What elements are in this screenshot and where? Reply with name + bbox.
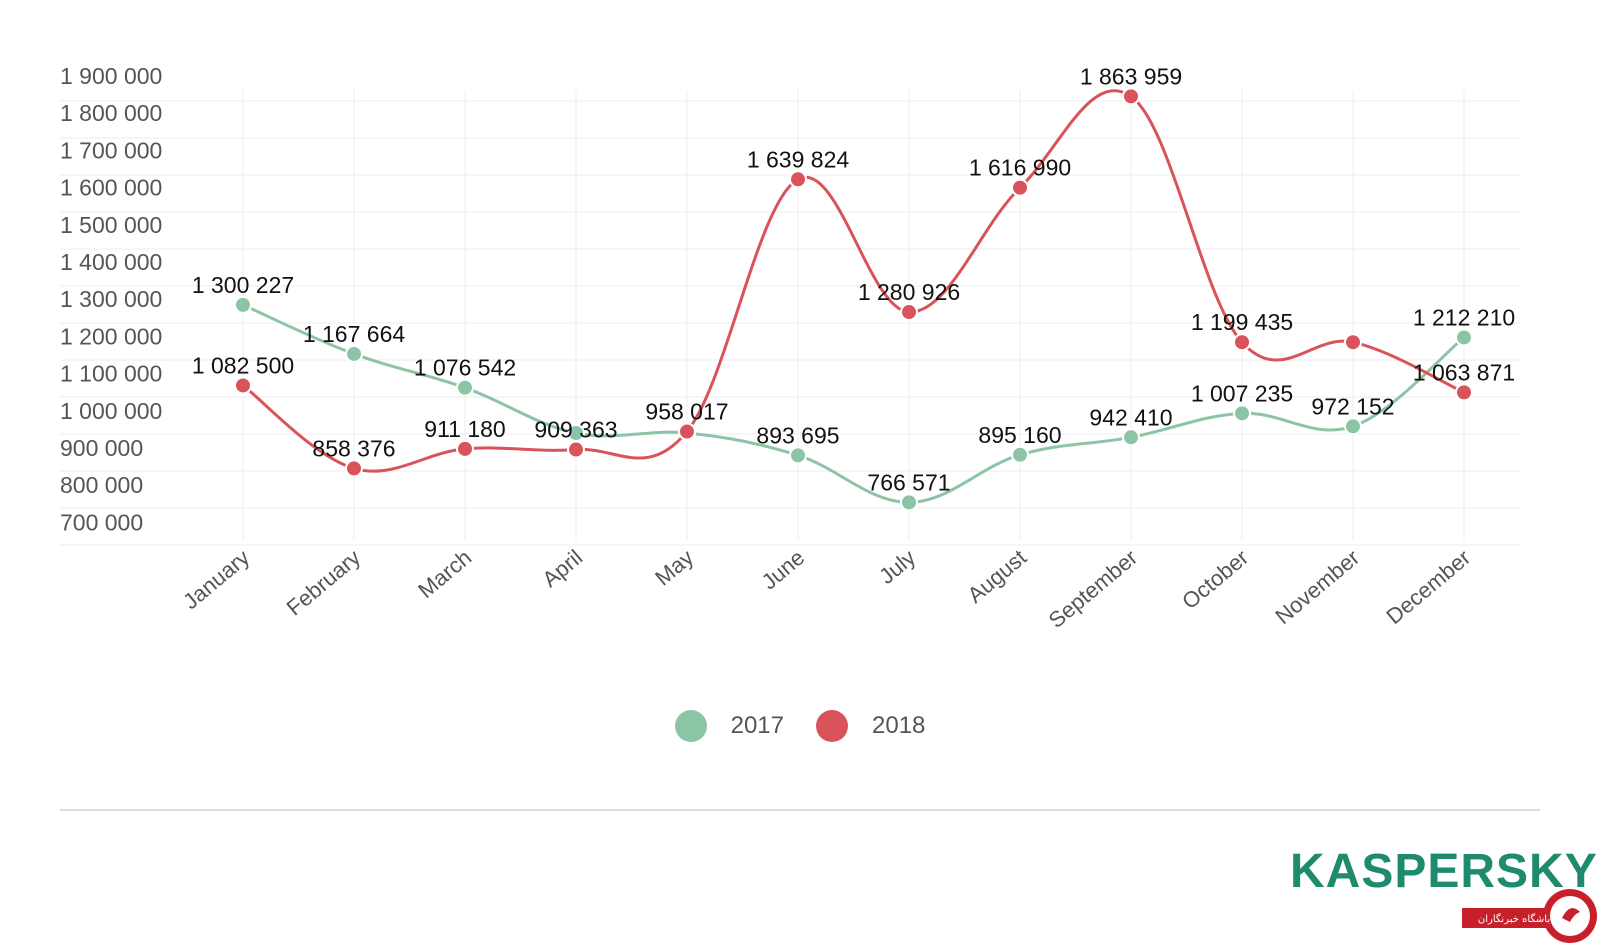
y-tick-label: 1 600 000: [60, 175, 162, 201]
data-point-2018: [456, 439, 474, 458]
data-point-2017: [900, 493, 918, 512]
x-tick-label: January: [178, 545, 254, 614]
x-tick-label: November: [1270, 545, 1364, 629]
data-label-2018: 1 063 871: [1413, 359, 1515, 385]
x-tick-label: June: [757, 545, 810, 595]
data-point-2018: [789, 170, 807, 189]
data-label-2018: 1 280 926: [858, 279, 960, 305]
data-label-2017: 893 695: [756, 422, 839, 448]
divider: [60, 809, 1540, 811]
data-point-2018: [1455, 383, 1473, 402]
logo-text: KASPERSKY: [1290, 845, 1598, 898]
watermark-seal: باشگاه خبرنگاران: [1462, 889, 1597, 943]
x-tick-label: December: [1381, 545, 1475, 629]
series-line-2017: [242, 303, 1465, 504]
data-label-2018: 1 082 500: [192, 352, 294, 378]
y-tick-label: 1 800 000: [60, 100, 162, 126]
legend-label-2017: 2017: [730, 712, 784, 739]
data-label-2017: 1 007 235: [1191, 380, 1293, 406]
line-chart: 1 900 000 1 800 000 1 700 000 1 600 000 1 50…: [60, 63, 1520, 633]
data-point-2018: [900, 303, 918, 322]
y-tick-label: 1 000 000: [60, 398, 162, 424]
x-tick-label: February: [282, 545, 366, 621]
legend: 2017 2018: [0, 710, 1600, 742]
x-tick-label: April: [537, 545, 587, 592]
watermark-text: باشگاه خبرنگاران: [1478, 913, 1550, 925]
x-tick-label: August: [963, 545, 1032, 608]
data-point-2017: [1455, 328, 1473, 347]
legend-item-2018: 2018: [816, 710, 925, 742]
data-label-2017: 972 152: [1311, 393, 1394, 419]
y-tick-label: 800 000: [60, 472, 143, 498]
data-label-2018: 909 363: [534, 417, 617, 443]
y-tick-label: 900 000: [60, 435, 143, 461]
x-axis-ticks: January February March April May June July Augu…: [178, 545, 1475, 633]
data-point-2018: [1122, 87, 1140, 106]
data-point-2017: [345, 344, 363, 363]
y-tick-label: 1 300 000: [60, 286, 162, 312]
data-point-2017: [234, 295, 252, 314]
data-point-2017: [1344, 417, 1362, 436]
y-tick-label: 1 700 000: [60, 137, 162, 163]
y-tick-label: 1 200 000: [60, 323, 162, 349]
y-tick-label: 700 000: [60, 509, 143, 535]
kaspersky-logo: KASPERSKY lab: [1290, 845, 1600, 898]
x-tick-label: May: [650, 545, 698, 591]
data-point-2018: [1011, 178, 1029, 197]
data-point-2018: [678, 422, 696, 441]
legend-label-2018: 2018: [872, 712, 926, 739]
x-tick-label: July: [874, 545, 920, 589]
data-label-2018: 958 017: [645, 399, 728, 425]
data-point-2017: [1011, 445, 1029, 464]
data-label-2018: 911 180: [424, 416, 505, 442]
legend-marker-2018: [816, 710, 848, 742]
data-label-2017: 1 167 664: [303, 321, 406, 347]
x-tick-label: October: [1177, 545, 1253, 614]
grid-lines: [60, 90, 1520, 546]
data-point-2018: [345, 459, 363, 478]
y-tick-label: 1 900 000: [60, 63, 162, 89]
data-labels: 1 300 227 1 167 664 1 076 542 893 695 766 57…: [192, 63, 1515, 495]
data-label-2018: 1 863 959: [1080, 63, 1182, 89]
x-tick-label: March: [413, 545, 476, 603]
y-tick-label: 1 400 000: [60, 249, 162, 275]
data-point-2018: [234, 376, 252, 395]
data-point-2018: [567, 440, 585, 459]
series-lines: [234, 87, 1473, 512]
data-point-2018: [1344, 333, 1362, 352]
y-tick-label: 1 100 000: [60, 361, 162, 387]
data-point-2018: [1233, 333, 1251, 352]
data-label-2017: 766 571: [867, 469, 950, 495]
data-label-2018: 858 376: [312, 435, 395, 461]
x-tick-label: September: [1044, 545, 1143, 633]
data-label-2017: 1 076 542: [414, 355, 516, 381]
watermark-mark-icon: [1562, 908, 1580, 922]
data-point-2017: [1122, 428, 1140, 447]
legend-marker-2017: [674, 710, 707, 742]
data-label-2018: 1 616 990: [969, 155, 1071, 181]
data-label-2017: 1 300 227: [192, 272, 294, 298]
data-point-2017: [1233, 404, 1251, 423]
data-label-2017: 942 410: [1089, 404, 1172, 430]
data-label-2018: 1 639 824: [747, 146, 850, 172]
data-point-2017: [789, 446, 807, 465]
y-tick-label: 1 500 000: [60, 212, 162, 238]
data-label-2017: 895 160: [978, 422, 1061, 448]
data-point-2017: [456, 378, 474, 397]
y-axis-ticks: 1 900 000 1 800 000 1 700 000 1 600 000 1 50…: [60, 63, 162, 535]
data-label-2018: 1 199 435: [1191, 309, 1293, 335]
data-label-2017: 1 212 210: [1413, 304, 1515, 330]
series-line-2018: [242, 89, 1465, 473]
legend-item-2017: 2017: [674, 710, 784, 742]
